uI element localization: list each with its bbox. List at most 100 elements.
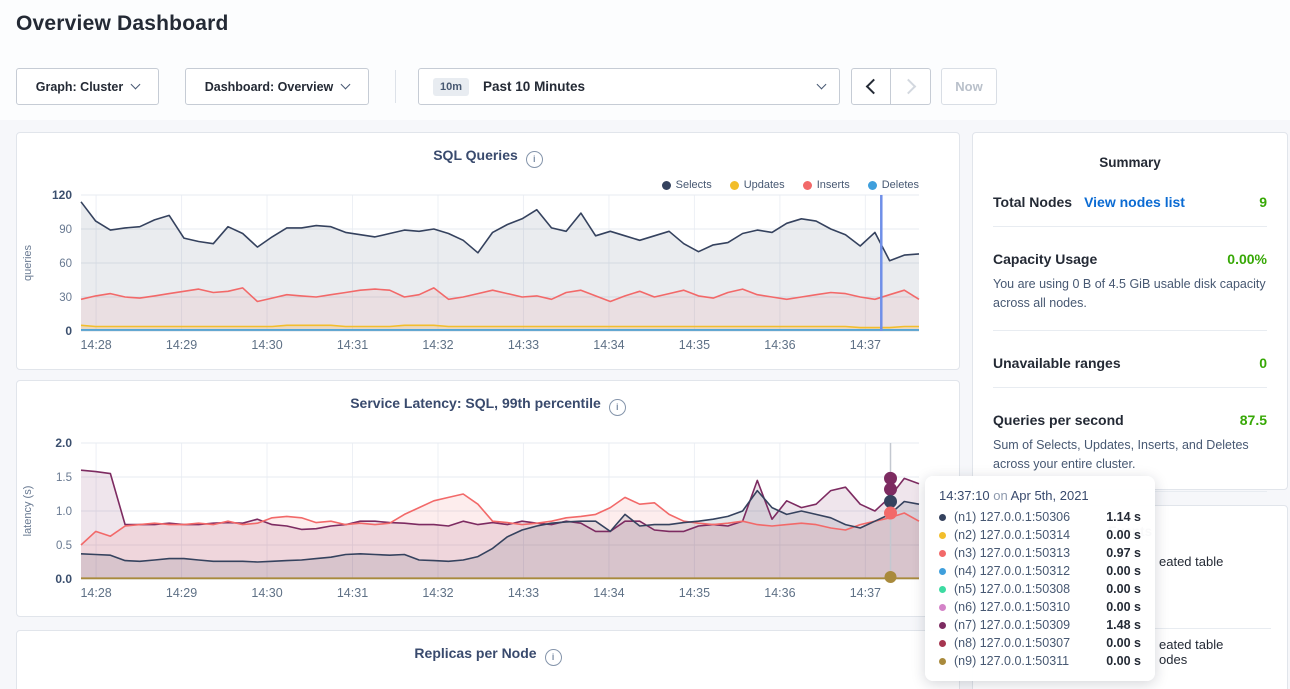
page-header: Overview Dashboard Graph: Cluster Dashbo…	[0, 0, 1290, 120]
svg-text:60: 60	[59, 258, 72, 270]
chevron-down-icon	[816, 79, 827, 90]
queries-per-second-label: Queries per second	[993, 411, 1124, 428]
unavailable-ranges-row: Unavailable ranges 0	[993, 355, 1267, 371]
tooltip-node-row: (n7) 127.0.0.1:50309 1.48 s	[939, 616, 1141, 634]
chevron-down-icon	[130, 79, 141, 90]
graph-dropdown-label: Graph: Cluster	[35, 79, 124, 94]
svg-text:14:32: 14:32	[422, 586, 453, 600]
tooltip-node-value: 0.00 s	[1106, 528, 1141, 542]
node-color-dot-icon	[939, 567, 946, 575]
tooltip-date: Apr 5th, 2021	[1010, 488, 1089, 503]
node-color-dot-icon	[939, 585, 946, 593]
time-forward-button-disabled[interactable]	[891, 68, 931, 105]
tooltip-node-row: (n8) 127.0.0.1:50307 0.00 s	[939, 634, 1141, 652]
legend-dot-icon	[802, 180, 812, 190]
svg-text:1.0: 1.0	[56, 506, 72, 518]
unavailable-ranges-value: 0	[1259, 354, 1267, 371]
legend-dot-icon	[661, 180, 671, 190]
tooltip-node-label: (n3) 127.0.0.1:50313	[954, 546, 1071, 560]
tooltip-time: 14:37:10	[939, 488, 990, 503]
chevron-left-icon	[865, 78, 881, 95]
tooltip-node-label: (n1) 127.0.0.1:50306	[954, 510, 1071, 524]
tooltip-timestamp: 14:37:10 on Apr 5th, 2021	[939, 488, 1141, 503]
tooltip-node-row: (n3) 127.0.0.1:50313 0.97 s	[939, 544, 1141, 562]
service-latency-panel: Service Latency: SQL, 99th percentile i 1…	[16, 380, 960, 617]
capacity-usage-description: You are using 0 B of 4.5 GiB usable disk…	[993, 277, 1266, 311]
tooltip-node-value: 0.00 s	[1106, 636, 1141, 650]
time-nav-buttons	[851, 68, 931, 105]
unavailable-ranges-label: Unavailable ranges	[993, 354, 1121, 371]
legend-item[interactable]: Selects	[661, 179, 712, 191]
graph-dropdown[interactable]: Graph: Cluster	[16, 68, 159, 105]
toolbar-divider	[395, 70, 396, 103]
node-color-dot-icon	[939, 621, 946, 629]
service-latency-title-text: Service Latency: SQL, 99th percentile	[350, 395, 601, 411]
sql-queries-title: SQL Queries i	[17, 147, 959, 168]
svg-text:14:29: 14:29	[166, 338, 197, 352]
tooltip-node-label: (n7) 127.0.0.1:50309	[954, 618, 1071, 632]
queries-per-second-row: Queries per second 87.5	[993, 412, 1267, 428]
dashboard-dropdown[interactable]: Dashboard: Overview	[185, 68, 369, 105]
tooltip-node-row: (n6) 127.0.0.1:50310 0.00 s	[939, 598, 1141, 616]
chart-hover-tooltip: 14:37:10 on Apr 5th, 2021 (n1) 127.0.0.1…	[925, 476, 1155, 681]
legend-item[interactable]: Deletes	[867, 179, 919, 191]
svg-text:14:37: 14:37	[850, 586, 881, 600]
tooltip-node-label: (n4) 127.0.0.1:50312	[954, 564, 1071, 578]
svg-text:1.5: 1.5	[56, 472, 72, 484]
svg-text:14:29: 14:29	[166, 586, 197, 600]
total-nodes-row: Total Nodes View nodes list 9	[993, 194, 1267, 210]
tooltip-node-label: (n9) 127.0.0.1:50311	[954, 654, 1070, 668]
svg-text:14:31: 14:31	[337, 338, 368, 352]
tooltip-node-label: (n5) 127.0.0.1:50308	[954, 582, 1071, 596]
event-item-fragment: eated table	[1159, 637, 1224, 652]
replicas-title-text: Replicas per Node	[414, 645, 537, 661]
info-icon[interactable]: i	[544, 649, 562, 666]
queries-per-second-value: 87.5	[1239, 411, 1267, 428]
tooltip-node-value: 0.00 s	[1106, 654, 1141, 668]
total-nodes-label: Total Nodes	[993, 194, 1073, 210]
svg-text:14:32: 14:32	[422, 338, 453, 352]
tooltip-node-row: (n9) 127.0.0.1:50311 0.00 s	[939, 652, 1141, 670]
time-back-button[interactable]	[851, 68, 891, 105]
capacity-usage-row: Capacity Usage 0.00%	[993, 251, 1267, 267]
time-range-label: Past 10 Minutes	[483, 79, 586, 94]
summary-panel: Summary Total Nodes View nodes list 9 Ca…	[972, 132, 1288, 532]
replicas-per-node-panel: Replicas per Node i	[16, 630, 960, 689]
service-latency-chart[interactable]: 14:28 14:29 14:30 14:31 14:32 14:33 14:34 14:35…	[17, 435, 925, 605]
legend-item[interactable]: Updates	[729, 179, 785, 191]
summary-heading: Summary	[1099, 155, 1161, 170]
tooltip-node-row: (n1) 127.0.0.1:50306 1.14 s	[939, 508, 1141, 526]
chevron-right-icon	[900, 78, 917, 95]
tooltip-node-value: 0.00 s	[1106, 564, 1141, 578]
legend-item[interactable]: Inserts	[802, 179, 850, 191]
info-icon[interactable]: i	[608, 399, 626, 416]
legend-dot-icon	[867, 180, 877, 190]
svg-text:90: 90	[59, 224, 72, 236]
time-range-picker[interactable]: 10m Past 10 Minutes	[418, 68, 840, 105]
info-icon[interactable]: i	[525, 151, 543, 168]
svg-text:14:33: 14:33	[508, 586, 539, 600]
sql-queries-legend: Selects Updates Inserts Deletes	[661, 179, 919, 191]
tooltip-node-value: 0.00 s	[1106, 600, 1141, 614]
svg-text:30: 30	[59, 292, 72, 304]
sql-queries-panel: SQL Queries i Selects Updates Inserts Delete…	[16, 132, 960, 370]
sql-queries-chart[interactable]: 14:28 14:29 14:30 14:31 14:32 14:33 14:34 14:35…	[17, 187, 925, 357]
view-nodes-list-link[interactable]: View nodes list	[1084, 194, 1185, 210]
node-color-dot-icon	[939, 603, 946, 611]
tooltip-node-value: 0.97 s	[1106, 546, 1141, 560]
tooltip-node-value: 0.00 s	[1106, 582, 1141, 596]
now-button-disabled[interactable]: Now	[941, 68, 997, 105]
svg-text:14:33: 14:33	[508, 338, 539, 352]
node-color-dot-icon	[939, 513, 946, 521]
tooltip-node-row: (n2) 127.0.0.1:50314 0.00 s	[939, 526, 1141, 544]
tooltip-node-row: (n4) 127.0.0.1:50312 0.00 s	[939, 562, 1141, 580]
tooltip-node-label: (n8) 127.0.0.1:50307	[954, 636, 1071, 650]
svg-text:14:36: 14:36	[764, 586, 795, 600]
svg-text:2.0: 2.0	[55, 436, 72, 450]
total-nodes-value: 9	[1259, 194, 1267, 210]
legend-dot-icon	[729, 180, 739, 190]
svg-text:14:34: 14:34	[593, 338, 624, 352]
svg-text:0.0: 0.0	[55, 572, 72, 586]
svg-text:14:28: 14:28	[80, 586, 111, 600]
node-color-dot-icon	[939, 549, 946, 557]
